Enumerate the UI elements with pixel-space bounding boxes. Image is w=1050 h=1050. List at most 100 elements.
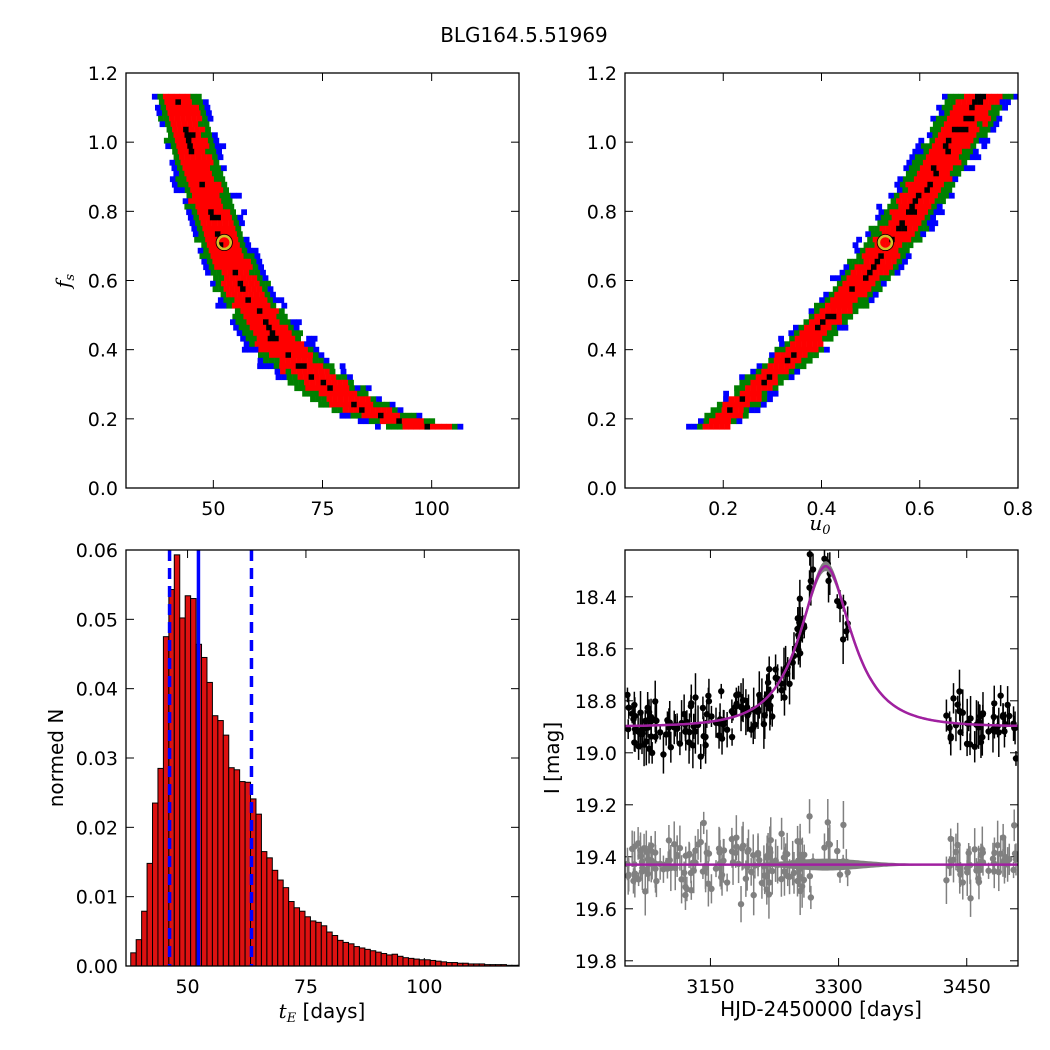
heatmap-cell (880, 280, 887, 287)
heatmap-cell (162, 93, 169, 100)
heatmap-cell (918, 137, 925, 144)
histogram-bar (299, 910, 306, 966)
heatmap-cell (847, 280, 854, 287)
heatmap-cell (931, 143, 938, 150)
heatmap-cell (926, 143, 933, 150)
heatmap-cell (827, 335, 834, 342)
heatmap-cell (902, 242, 908, 249)
residual-point (1012, 856, 1018, 863)
heatmap-cell (356, 412, 362, 419)
heatmap-cell (338, 385, 345, 392)
heatmap-cell (849, 286, 856, 293)
histogram-bar (206, 681, 213, 966)
heatmap-cell (852, 242, 859, 249)
heatmap-cell (852, 258, 859, 265)
heatmap-cell (237, 313, 244, 320)
heatmap-cell (216, 269, 222, 276)
heatmap-cell (830, 302, 837, 309)
heatmap-cell (952, 115, 959, 122)
heatmap-cell (285, 368, 292, 375)
histogram-bar (337, 939, 344, 966)
axes-frame (125, 72, 520, 489)
y-tick-label: 1.0 (587, 132, 617, 154)
heatmap-cell (205, 253, 211, 260)
heatmap-cell (872, 236, 879, 243)
heatmap-cell (208, 159, 214, 166)
heatmap-cell (285, 357, 291, 364)
heatmap-cell (256, 286, 263, 293)
heatmap-cell (800, 363, 807, 370)
heatmap-cell (941, 115, 948, 122)
heatmap-cell (218, 286, 224, 293)
heatmap-cell (254, 253, 261, 260)
heatmap-cell (897, 176, 904, 183)
heatmap-cell (239, 258, 246, 265)
heatmap-cell (397, 407, 404, 414)
heatmap-cell (184, 110, 190, 117)
heatmap-cell (418, 418, 425, 425)
heatmap-cell (184, 203, 191, 210)
heatmap-cell (206, 154, 213, 161)
x-axis-label-unit: [days] (296, 999, 365, 1023)
heatmap-cell (886, 214, 892, 221)
best-fit-marker (216, 234, 232, 251)
heatmap-cell (885, 242, 892, 249)
heatmap-cell (947, 93, 954, 100)
heatmap-cell (963, 104, 970, 111)
heatmap-cell (307, 352, 314, 359)
y-tick-label: 1.0 (88, 132, 118, 154)
heatmap-cell (850, 291, 857, 298)
heatmap-cell (918, 198, 924, 205)
heatmap-cell (916, 181, 923, 188)
heatmap-cell (229, 286, 235, 293)
heatmap-cell (920, 143, 927, 150)
residual-point (708, 885, 715, 893)
data-point (697, 753, 704, 760)
heatmap-cell (968, 115, 975, 122)
data-point (839, 636, 847, 643)
heatmap-cell (754, 407, 761, 414)
heatmap-cell (323, 363, 329, 370)
heatmap-cell (270, 291, 276, 298)
heatmap-cell (955, 110, 962, 117)
heatmap-cell (839, 291, 846, 298)
heatmap-cell (173, 132, 180, 139)
histogram-bar (288, 901, 295, 966)
heatmap-cell (828, 291, 835, 298)
heatmap-cell (249, 253, 255, 260)
heatmap-cell (374, 418, 381, 425)
heatmap-cell (841, 297, 847, 304)
heatmap-cell (891, 258, 897, 265)
heatmap-cell (169, 99, 176, 106)
heatmap-cell (162, 110, 168, 117)
heatmap-cell (928, 209, 934, 216)
residual-point (631, 843, 638, 850)
heatmap-cell (777, 379, 784, 386)
heatmap-cell (279, 319, 286, 326)
heatmap-cell (184, 154, 191, 161)
heatmap-cell (936, 154, 943, 161)
heatmap-cell (430, 423, 436, 430)
heatmap-cell (815, 324, 821, 331)
heatmap-cell (954, 132, 961, 139)
heatmap-cell (802, 346, 808, 353)
heatmap-cell (962, 126, 969, 133)
heatmap-cell (295, 335, 301, 342)
heatmap-cell (236, 231, 243, 238)
heatmap-cell (263, 352, 270, 359)
histogram-bar (244, 781, 252, 966)
heatmap-cell (214, 231, 221, 238)
heatmap-cell (188, 181, 195, 188)
residual-point (700, 819, 707, 827)
heatmap-cell (734, 385, 740, 392)
y-tick-label: 19.8 (575, 951, 617, 973)
heatmap-cell (225, 264, 231, 271)
heatmap-cell (749, 407, 755, 414)
histogram-bar (233, 769, 241, 966)
heatmap-cell (200, 220, 207, 227)
heatmap-cell (265, 313, 272, 320)
heatmap-cell (370, 396, 377, 403)
heatmap-cell (993, 110, 1000, 117)
heatmap-cell (223, 297, 230, 304)
residual-point (642, 888, 649, 895)
